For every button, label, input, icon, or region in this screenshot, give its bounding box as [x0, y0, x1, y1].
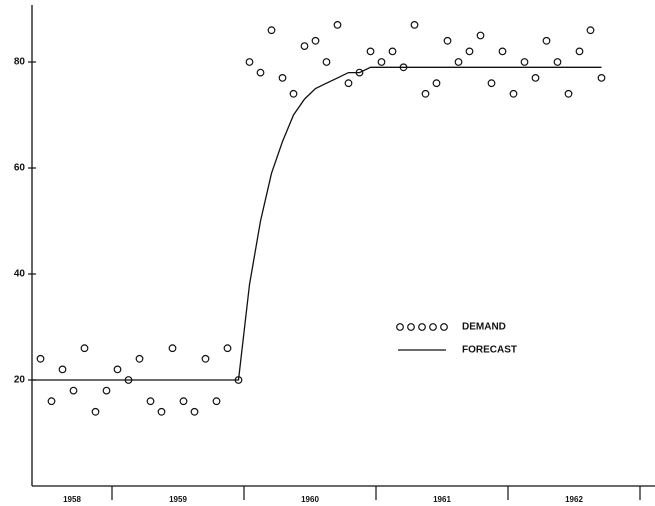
demand-point [91, 407, 100, 416]
demand-point [520, 58, 529, 66]
demand-point [168, 344, 177, 353]
demand-point [443, 36, 452, 45]
demand-point [278, 73, 287, 82]
demand-point [454, 58, 463, 66]
demand-point [267, 26, 276, 35]
demand-point [575, 47, 584, 56]
demand-point [300, 42, 309, 50]
forecast-line [32, 66, 602, 381]
x-tick-label: 1961 [433, 495, 451, 504]
demand-point [36, 354, 45, 363]
legend-marker [418, 323, 426, 331]
demand-point [190, 407, 199, 416]
demand-point [432, 79, 441, 88]
demand-point [333, 21, 342, 29]
y-tick-label: 40 [14, 269, 26, 280]
demand-point [344, 79, 353, 88]
demand-point [377, 58, 386, 66]
demand-point [58, 365, 67, 374]
demand-point [476, 31, 485, 40]
demand-point [113, 365, 122, 374]
legend-marker [429, 323, 437, 331]
x-tick-label: 1958 [63, 495, 81, 504]
demand-point [311, 36, 320, 45]
legend-marker [396, 323, 404, 331]
x-tick-label: 1960 [301, 495, 319, 504]
demand-point [498, 47, 507, 56]
y-tick-label: 60 [14, 163, 26, 174]
demand-point [322, 58, 331, 66]
demand-point [487, 79, 496, 88]
demand-point [388, 47, 397, 56]
demand-point [245, 58, 254, 66]
demand-point [223, 344, 232, 353]
demand-point [157, 407, 166, 416]
demand-point [135, 354, 144, 363]
demand-point [465, 47, 474, 56]
legend-label: DEMAND [462, 322, 506, 333]
demand-point [256, 68, 265, 77]
demand-point [80, 344, 89, 353]
legend-marker [440, 323, 448, 331]
demand-point [366, 47, 375, 56]
demand-point [564, 89, 573, 98]
demand-point [212, 397, 221, 406]
legend-label: FORECAST [462, 345, 517, 356]
demand-point [201, 354, 210, 363]
demand-point [410, 21, 419, 29]
demand-point [509, 89, 518, 98]
demand-point [47, 397, 56, 406]
demand-point [179, 397, 188, 406]
demand-point [531, 73, 540, 82]
demand-point [553, 58, 562, 66]
demand-point [597, 73, 606, 82]
x-tick-label: 1959 [169, 495, 187, 504]
demand-point [586, 26, 595, 35]
x-tick-label: 1962 [565, 495, 583, 504]
demand-point [146, 397, 155, 406]
demand-point [421, 89, 430, 98]
legend-marker [407, 323, 415, 331]
y-tick-label: 20 [14, 375, 26, 386]
demand-point [542, 36, 551, 45]
demand-point [102, 386, 111, 395]
y-tick-label: 80 [14, 57, 26, 68]
demand-point [69, 386, 78, 395]
legend: DEMAND FORECAST [396, 322, 517, 356]
demand-point [289, 89, 298, 98]
